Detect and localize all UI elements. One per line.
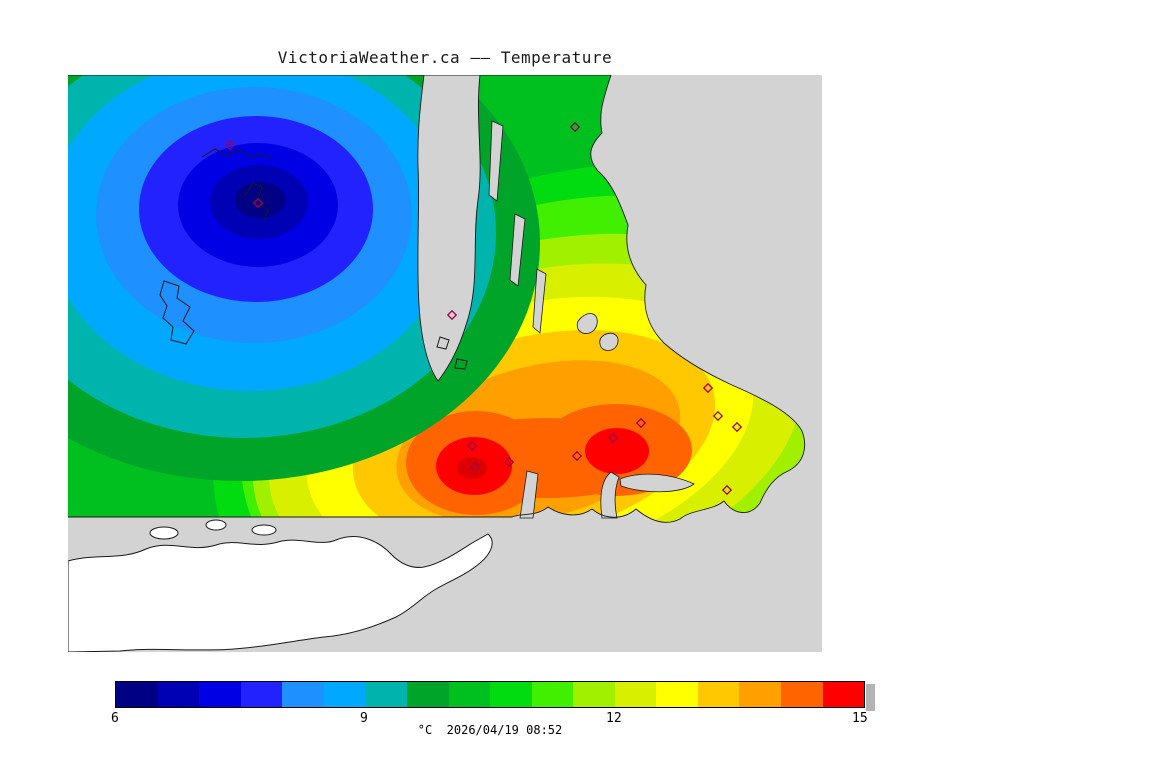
station-marker	[224, 139, 236, 151]
colorbar-segment	[116, 682, 158, 707]
fjord-inlets	[488, 120, 695, 519]
station-marker	[635, 417, 647, 429]
station-markers	[224, 121, 743, 496]
colorbar-segment	[199, 682, 241, 707]
colorbar-segment	[490, 682, 532, 707]
cold-air-bands	[68, 75, 540, 481]
station-marker	[466, 440, 478, 452]
colorbar-segment	[365, 682, 407, 707]
south-islands	[149, 519, 277, 540]
station-marker	[446, 309, 458, 321]
colorbar-segment	[656, 682, 698, 707]
map-canvas	[67, 74, 822, 653]
colorbar-segment	[531, 682, 574, 707]
page-title: VictoriaWeather.ca —— Temperature	[277, 48, 613, 67]
station-marker	[721, 484, 733, 496]
colorbar-segment	[240, 682, 283, 707]
colorbar-tick-9: 9	[360, 711, 368, 726]
colorbar-segment	[573, 682, 615, 707]
station-marker	[607, 432, 619, 444]
colorbar-tick-6: 6	[111, 711, 119, 726]
colorbar-segment	[781, 682, 823, 707]
station-marker	[503, 456, 515, 468]
colorbar-segment	[448, 682, 491, 707]
station-marker	[731, 421, 743, 433]
colorbar-gradient	[115, 681, 865, 708]
station-marker	[569, 121, 581, 133]
station-marker	[469, 461, 481, 473]
station-marker	[712, 410, 724, 422]
colorbar-segment	[323, 682, 366, 707]
colorbar-segment	[614, 682, 657, 707]
colorbar-segment	[822, 682, 865, 707]
temperature-map	[67, 74, 822, 653]
colorbar-segment	[157, 682, 200, 707]
south-landmass	[67, 533, 493, 653]
hot-spot-bands	[406, 404, 692, 515]
lakes	[576, 313, 619, 351]
colorbar-segment	[406, 682, 449, 707]
colorbar-tick-12: 12	[606, 711, 622, 726]
colorbar-segment	[282, 682, 324, 707]
coastline	[68, 74, 806, 523]
station-marker	[252, 197, 264, 209]
colorbar-end-cap	[866, 684, 875, 711]
station-marker	[702, 382, 714, 394]
strait-water	[417, 74, 481, 382]
colorbar-segment	[697, 682, 740, 707]
coast-detail-lines	[159, 148, 468, 370]
colorbar-tick-15: 15	[852, 711, 868, 726]
map-caption: °C 2026/04/19 08:52	[417, 723, 563, 737]
colorbar-segment	[739, 682, 781, 707]
station-marker	[571, 450, 583, 462]
